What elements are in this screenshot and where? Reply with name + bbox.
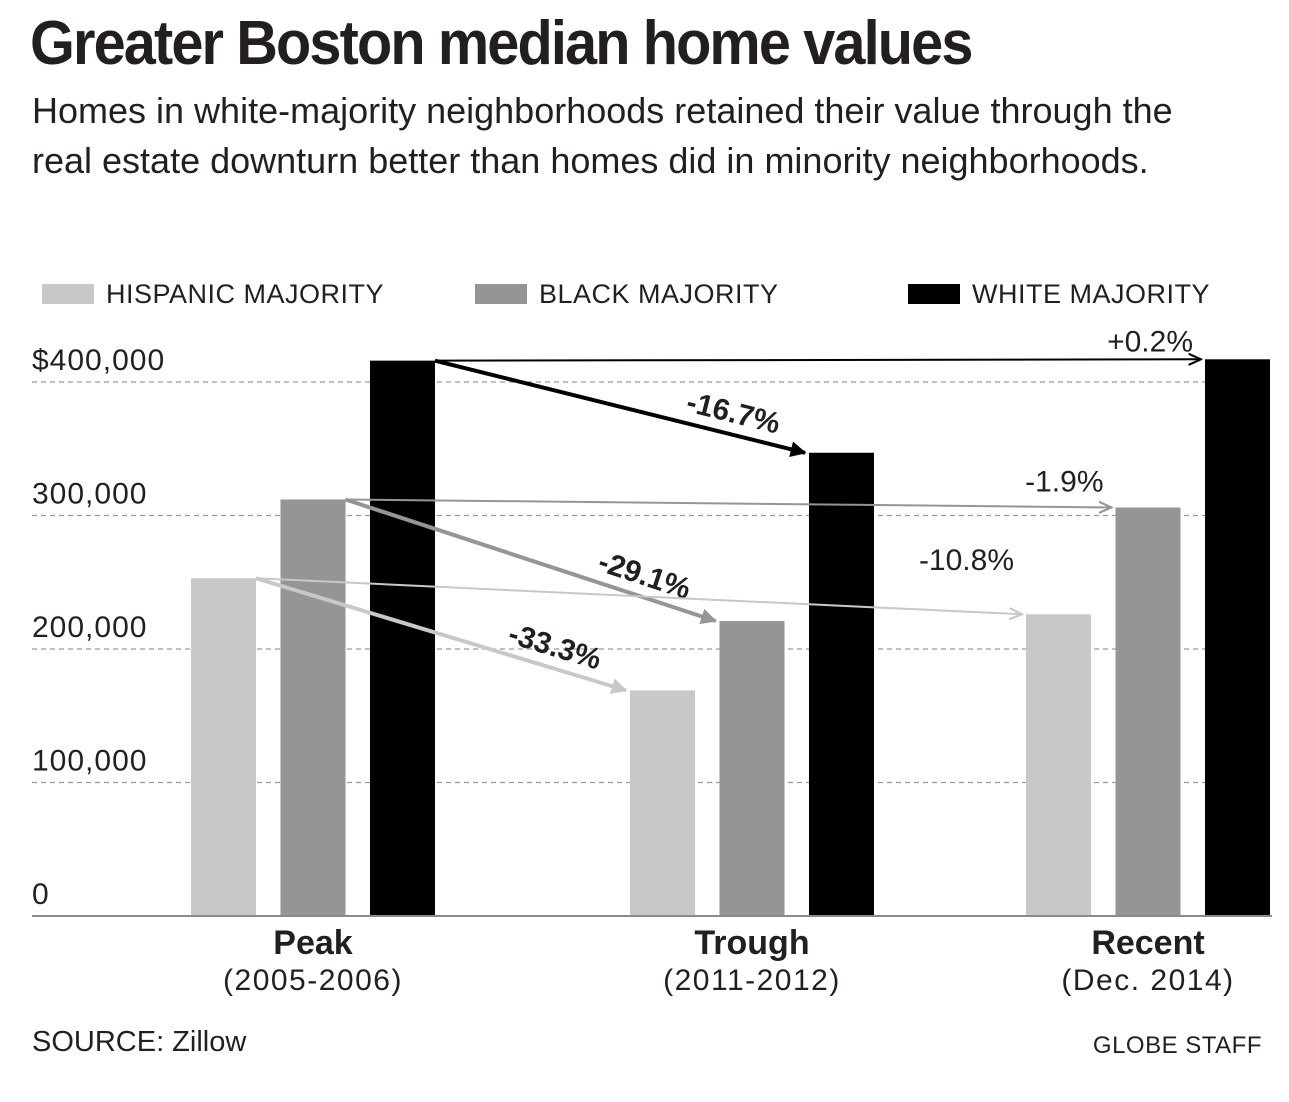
category-label-trough: Trough [694,924,809,962]
annotation-arrow [434,359,1201,360]
credit-note: GLOBE STAFF [1092,1032,1262,1059]
y-tick-label: 200,000 [32,611,147,644]
y-tick-label: 300,000 [32,478,147,511]
y-tick-label: 0 [32,878,50,911]
source-note: SOURCE: Zillow [32,1026,247,1058]
bar-white-peak [370,360,435,916]
bar-hispanic-peak [191,578,256,916]
legend-swatch-black [475,284,527,304]
bar-chart: 0 100,000 200,000 300,000 $400,000 Peak(2005-… [32,325,1272,997]
y-tick-label: 100,000 [32,745,147,778]
annotation-arrow [255,576,628,694]
annotation-arrow [345,498,1112,507]
chart-title: Greater Boston median home values [30,9,973,78]
category-sublabel-recent: (Dec. 2014) [1061,964,1234,997]
legend-item-white: WHITE MAJORITY [908,272,1210,316]
bar-hispanic-trough [630,690,695,916]
bar-hispanic-recent [1026,614,1091,916]
legend-swatch-hispanic [42,284,94,304]
annotation-arrow [434,358,807,458]
legend-item-hispanic: HISPANIC MAJORITY [42,272,384,316]
category-label-peak: Peak [273,924,352,962]
annotation-label: -16.7% [683,386,783,441]
legend: HISPANIC MAJORITY BLACK MAJORITY WHITE M… [0,272,1289,316]
annotation-label: -10.8% [919,544,1014,577]
category-label-recent: Recent [1091,924,1204,962]
legend-label-hispanic: HISPANIC MAJORITY [106,278,385,309]
legend-swatch-white [908,284,960,304]
bar-white-trough [809,452,874,916]
bar-black-trough [719,620,785,916]
annotation-label: +0.2% [1107,325,1193,358]
bar-black-peak [280,499,346,916]
bar-white-recent [1205,359,1270,916]
legend-item-black: BLACK MAJORITY [475,272,779,316]
annotation-arrow [255,577,1022,614]
category-sublabel-trough: (2011-2012) [663,964,841,997]
legend-label-white: WHITE MAJORITY [972,278,1210,309]
category-sublabel-peak: (2005-2006) [223,964,403,997]
y-tick-label: $400,000 [32,344,165,377]
bar-black-recent [1115,507,1181,916]
chart-subtitle: Homes in white-majority neighborhoods re… [32,90,1173,181]
legend-label-black: BLACK MAJORITY [539,278,779,309]
annotation-arrow [344,497,718,625]
annotation-label: -1.9% [1025,465,1103,498]
